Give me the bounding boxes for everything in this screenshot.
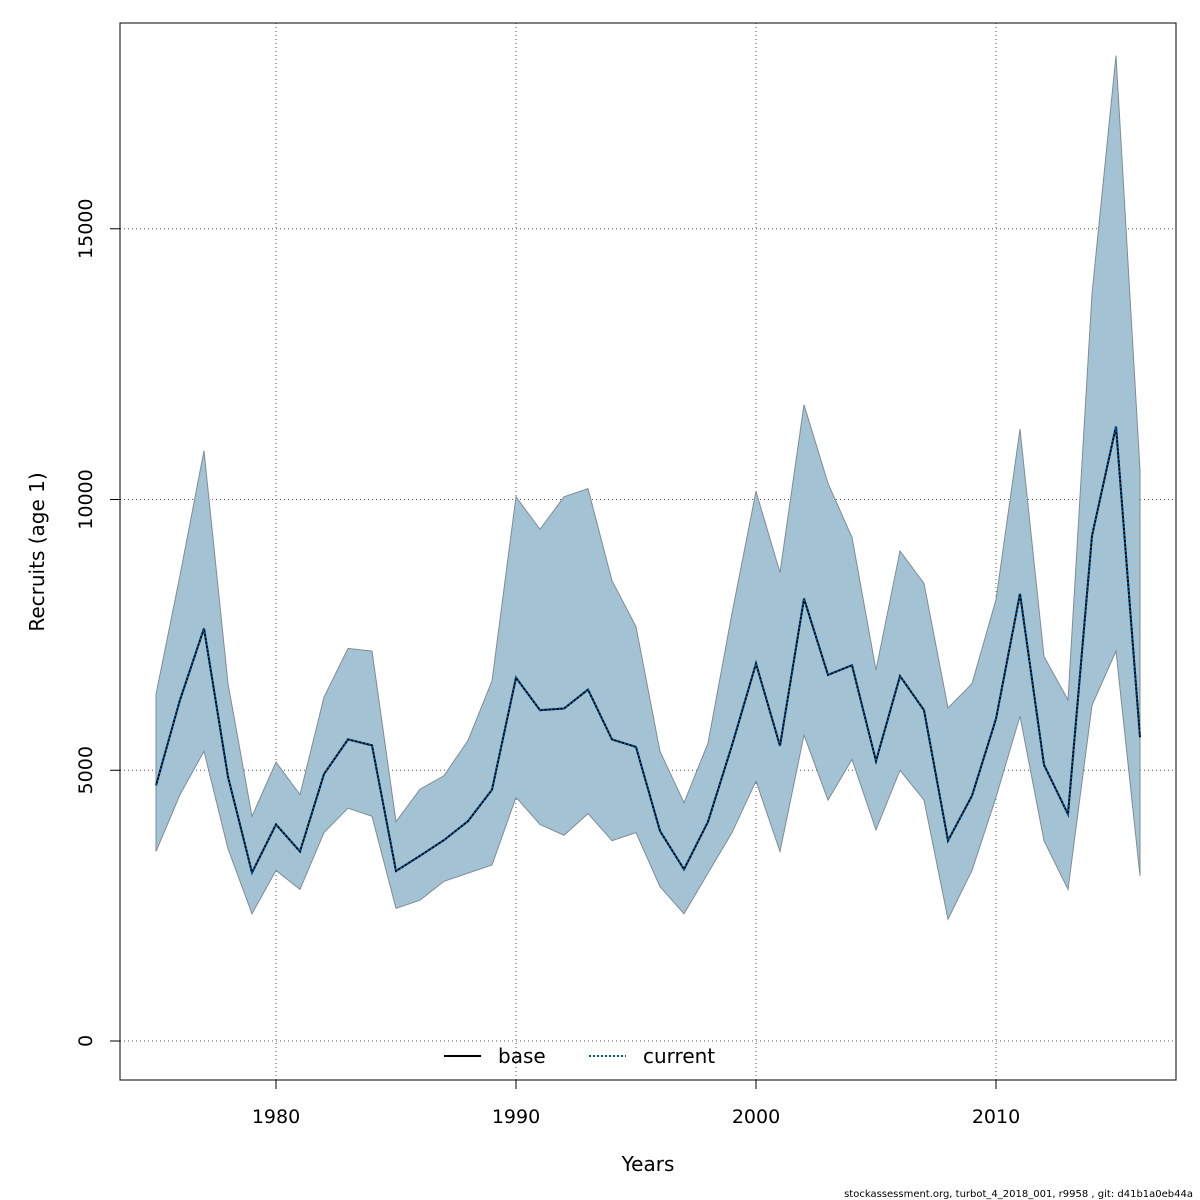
x-axis-title: Years [621, 1152, 675, 1176]
plot-frame [119, 22, 1177, 1081]
legend-label-base: base [498, 1044, 546, 1068]
y-tick-label: 10000 [75, 469, 97, 529]
x-axis: 1980 1990 2000 2010 [252, 1080, 1020, 1128]
legend: base current [444, 1044, 715, 1068]
y-axis: 0 5000 10000 15000 [75, 199, 120, 1047]
x-tick-label: 2010 [972, 1106, 1020, 1128]
x-tick-label: 1990 [492, 1106, 540, 1128]
legend-label-current: current [643, 1044, 715, 1068]
y-axis-title: Recruits (age 1) [25, 472, 49, 631]
series-line-current [155, 426, 1141, 876]
y-tick-label: 5000 [75, 746, 97, 794]
x-tick-label: 1980 [252, 1106, 300, 1128]
y-tick-label: 0 [75, 1035, 97, 1047]
x-tick-label: 2000 [732, 1106, 780, 1128]
confidence-band [155, 55, 1141, 921]
confidence-band-layer [155, 55, 1141, 921]
footer-note: stockassessment.org, turbot_4_2018_001, … [844, 1189, 1193, 1200]
y-tick-label: 15000 [75, 199, 97, 259]
series-layer [155, 426, 1141, 876]
